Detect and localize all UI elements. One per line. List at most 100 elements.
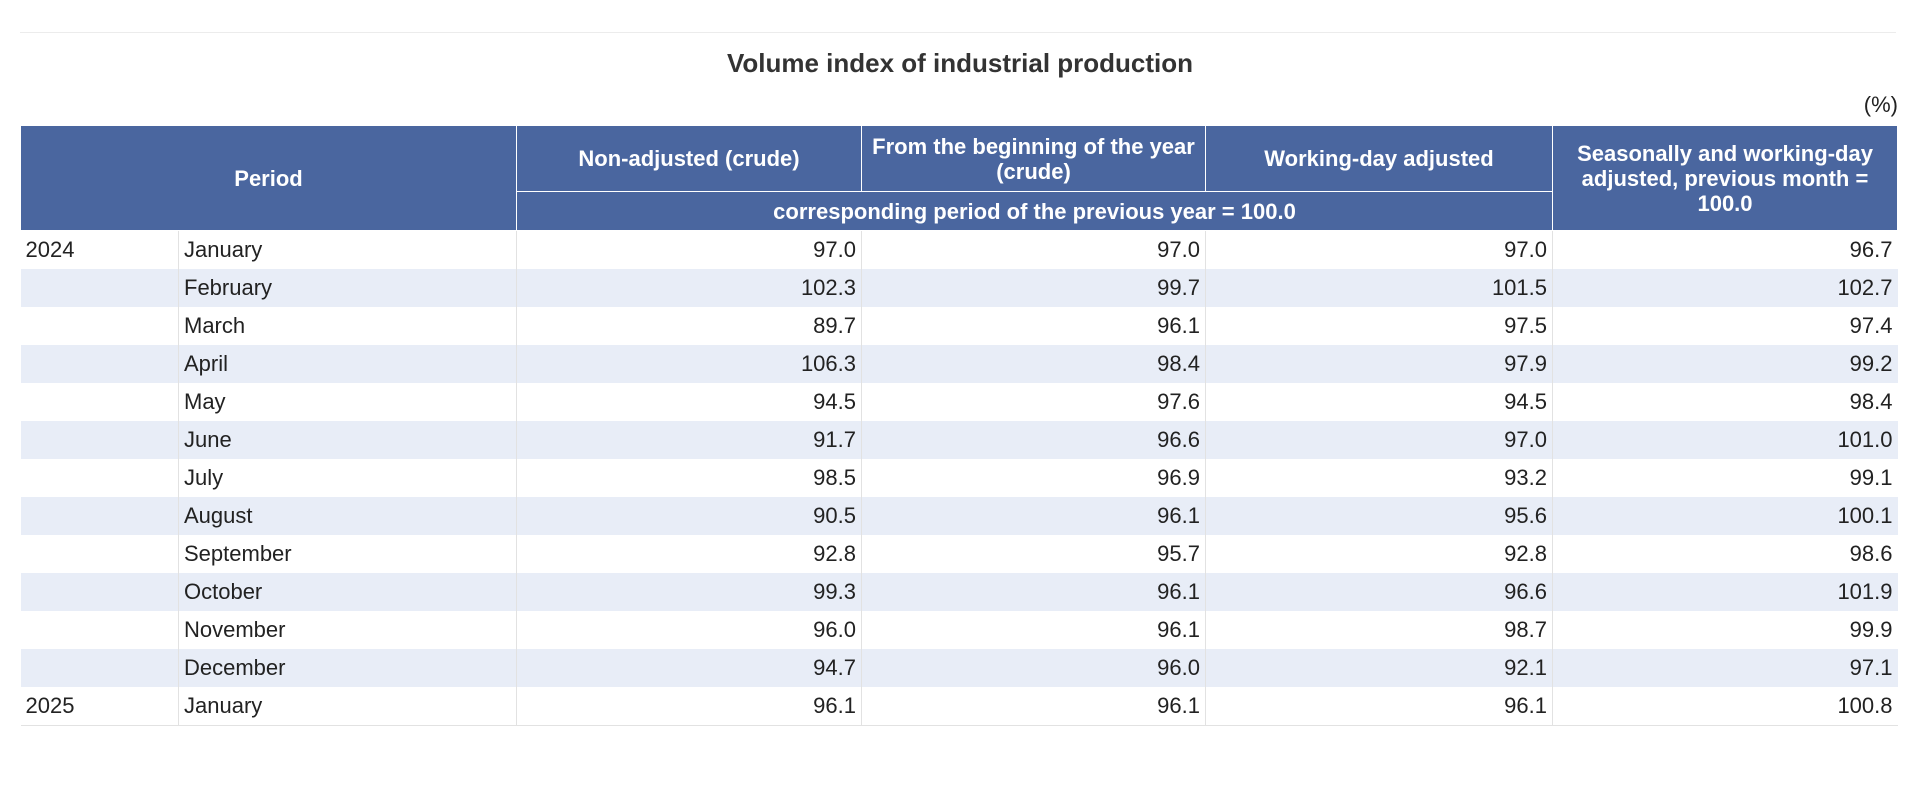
month-cell: January bbox=[178, 230, 517, 269]
from-beginning-cell: 96.1 bbox=[861, 573, 1206, 611]
year-cell: 2025 bbox=[20, 687, 179, 726]
working-day-cell: 101.5 bbox=[1205, 269, 1553, 307]
year-cell bbox=[20, 649, 179, 687]
non-adjusted-cell: 94.7 bbox=[516, 649, 862, 687]
month-cell: March bbox=[178, 307, 517, 345]
working-day-cell: 93.2 bbox=[1205, 459, 1553, 497]
month-cell: April bbox=[178, 345, 517, 383]
header-base-note: corresponding period of the previous yea… bbox=[516, 191, 1553, 231]
seasonal-cell: 99.1 bbox=[1552, 459, 1898, 497]
unit-label: (%) bbox=[1863, 92, 1898, 117]
month-cell: July bbox=[178, 459, 517, 497]
from-beginning-cell: 96.1 bbox=[861, 307, 1206, 345]
year-cell bbox=[21, 535, 179, 573]
working-day-cell: 95.6 bbox=[1205, 497, 1553, 535]
seasonal-cell: 99.9 bbox=[1552, 611, 1898, 649]
year-cell bbox=[20, 345, 179, 383]
month-cell: August bbox=[178, 497, 517, 535]
year-cell bbox=[20, 497, 179, 535]
table-body: 2024 January 97.0 97.0 97.0 96.7 February 102.3… bbox=[20, 230, 1898, 726]
non-adjusted-cell: 90.5 bbox=[516, 497, 862, 535]
non-adjusted-cell: 94.5 bbox=[516, 383, 862, 421]
month-cell: November bbox=[178, 611, 517, 649]
table-row: October 99.3 96.1 96.6 101.9 bbox=[20, 573, 1898, 611]
year-cell bbox=[20, 421, 179, 459]
working-day-cell: 92.1 bbox=[1205, 649, 1553, 687]
seasonal-cell: 97.1 bbox=[1552, 649, 1898, 687]
from-beginning-cell: 96.1 bbox=[861, 611, 1206, 649]
header-working-day: Working-day adjusted bbox=[1205, 125, 1553, 192]
month-cell: May bbox=[178, 383, 517, 421]
from-beginning-cell: 96.6 bbox=[861, 421, 1206, 459]
non-adjusted-cell: 106.3 bbox=[516, 345, 862, 383]
from-beginning-cell: 97.6 bbox=[861, 383, 1206, 421]
table-row: December 94.7 96.0 92.1 97.1 bbox=[20, 649, 1898, 687]
table-title: Volume index of industrial production bbox=[726, 48, 1194, 78]
header-non-adjusted: Non-adjusted (crude) bbox=[516, 125, 862, 192]
non-adjusted-cell: 89.7 bbox=[516, 307, 862, 345]
table-row: February 102.3 99.7 101.5 102.7 bbox=[20, 269, 1898, 307]
year-cell: 2024 bbox=[25, 237, 75, 262]
year-cell bbox=[20, 573, 179, 611]
non-adjusted-cell: 91.7 bbox=[516, 421, 862, 459]
table-row: 2025 January 96.1 96.1 96.1 100.8 bbox=[20, 687, 1898, 726]
seasonal-cell: 98.4 bbox=[1552, 383, 1898, 421]
working-day-cell: 94.5 bbox=[1205, 383, 1553, 421]
from-beginning-cell: 96.1 bbox=[861, 687, 1206, 726]
year-cell bbox=[21, 383, 179, 421]
from-beginning-cell: 96.0 bbox=[861, 649, 1206, 687]
year-cell bbox=[21, 307, 179, 345]
working-day-cell: 97.0 bbox=[1205, 421, 1553, 459]
month-cell: October bbox=[178, 573, 517, 611]
working-day-cell: 97.5 bbox=[1205, 307, 1553, 345]
working-day-cell: 96.6 bbox=[1205, 573, 1553, 611]
seasonal-cell: 101.0 bbox=[1552, 421, 1898, 459]
from-beginning-cell: 95.7 bbox=[861, 535, 1206, 573]
data-table: Period Non-adjusted (crude) From the beg… bbox=[20, 125, 1898, 726]
table-row: August 90.5 96.1 95.6 100.1 bbox=[20, 497, 1898, 535]
month-cell: February bbox=[178, 269, 517, 307]
working-day-cell: 97.9 bbox=[1205, 345, 1553, 383]
year-cell bbox=[21, 611, 179, 649]
non-adjusted-cell: 96.0 bbox=[516, 611, 862, 649]
from-beginning-cell: 99.7 bbox=[861, 269, 1206, 307]
table-row: April 106.3 98.4 97.9 99.2 bbox=[20, 345, 1898, 383]
month-cell: September bbox=[178, 535, 517, 573]
month-cell: June bbox=[178, 421, 517, 459]
seasonal-cell: 100.8 bbox=[1552, 687, 1898, 726]
non-adjusted-cell: 97.0 bbox=[516, 230, 862, 269]
non-adjusted-cell: 102.3 bbox=[516, 269, 862, 307]
working-day-cell: 97.0 bbox=[1205, 230, 1553, 269]
non-adjusted-cell: 98.5 bbox=[516, 459, 862, 497]
seasonal-cell: 102.7 bbox=[1552, 269, 1898, 307]
table-row: May 94.5 97.6 94.5 98.4 bbox=[21, 383, 1898, 421]
seasonal-cell: 96.7 bbox=[1552, 230, 1898, 269]
seasonal-cell: 101.9 bbox=[1552, 573, 1898, 611]
header-period: Period bbox=[20, 125, 517, 231]
seasonal-cell: 100.1 bbox=[1552, 497, 1898, 535]
seasonal-cell: 98.6 bbox=[1552, 535, 1898, 573]
year-cell bbox=[21, 459, 179, 497]
table-row: July 98.5 96.9 93.2 99.1 bbox=[21, 459, 1898, 497]
header-seasonal: Seasonally and working-day adjusted, pre… bbox=[1552, 125, 1898, 231]
month-cell: January bbox=[178, 687, 517, 726]
table-row: November 96.0 96.1 98.7 99.9 bbox=[21, 611, 1898, 649]
month-cell: December bbox=[178, 649, 517, 687]
working-day-cell: 98.7 bbox=[1205, 611, 1553, 649]
table-row: June 91.7 96.6 97.0 101.0 bbox=[20, 421, 1898, 459]
from-beginning-cell: 98.4 bbox=[861, 345, 1206, 383]
table-row: 2024 January 97.0 97.0 97.0 96.7 bbox=[21, 230, 1898, 269]
seasonal-cell: 99.2 bbox=[1552, 345, 1898, 383]
top-divider bbox=[20, 32, 1896, 33]
non-adjusted-cell: 92.8 bbox=[516, 535, 862, 573]
working-day-cell: 92.8 bbox=[1205, 535, 1553, 573]
from-beginning-cell: 97.0 bbox=[861, 230, 1206, 269]
seasonal-cell: 97.4 bbox=[1552, 307, 1898, 345]
year-cell bbox=[20, 269, 179, 307]
from-beginning-cell: 96.9 bbox=[861, 459, 1206, 497]
working-day-cell: 96.1 bbox=[1205, 687, 1553, 726]
table-row: March 89.7 96.1 97.5 97.4 bbox=[21, 307, 1898, 345]
non-adjusted-cell: 96.1 bbox=[516, 687, 862, 726]
from-beginning-cell: 96.1 bbox=[861, 497, 1206, 535]
